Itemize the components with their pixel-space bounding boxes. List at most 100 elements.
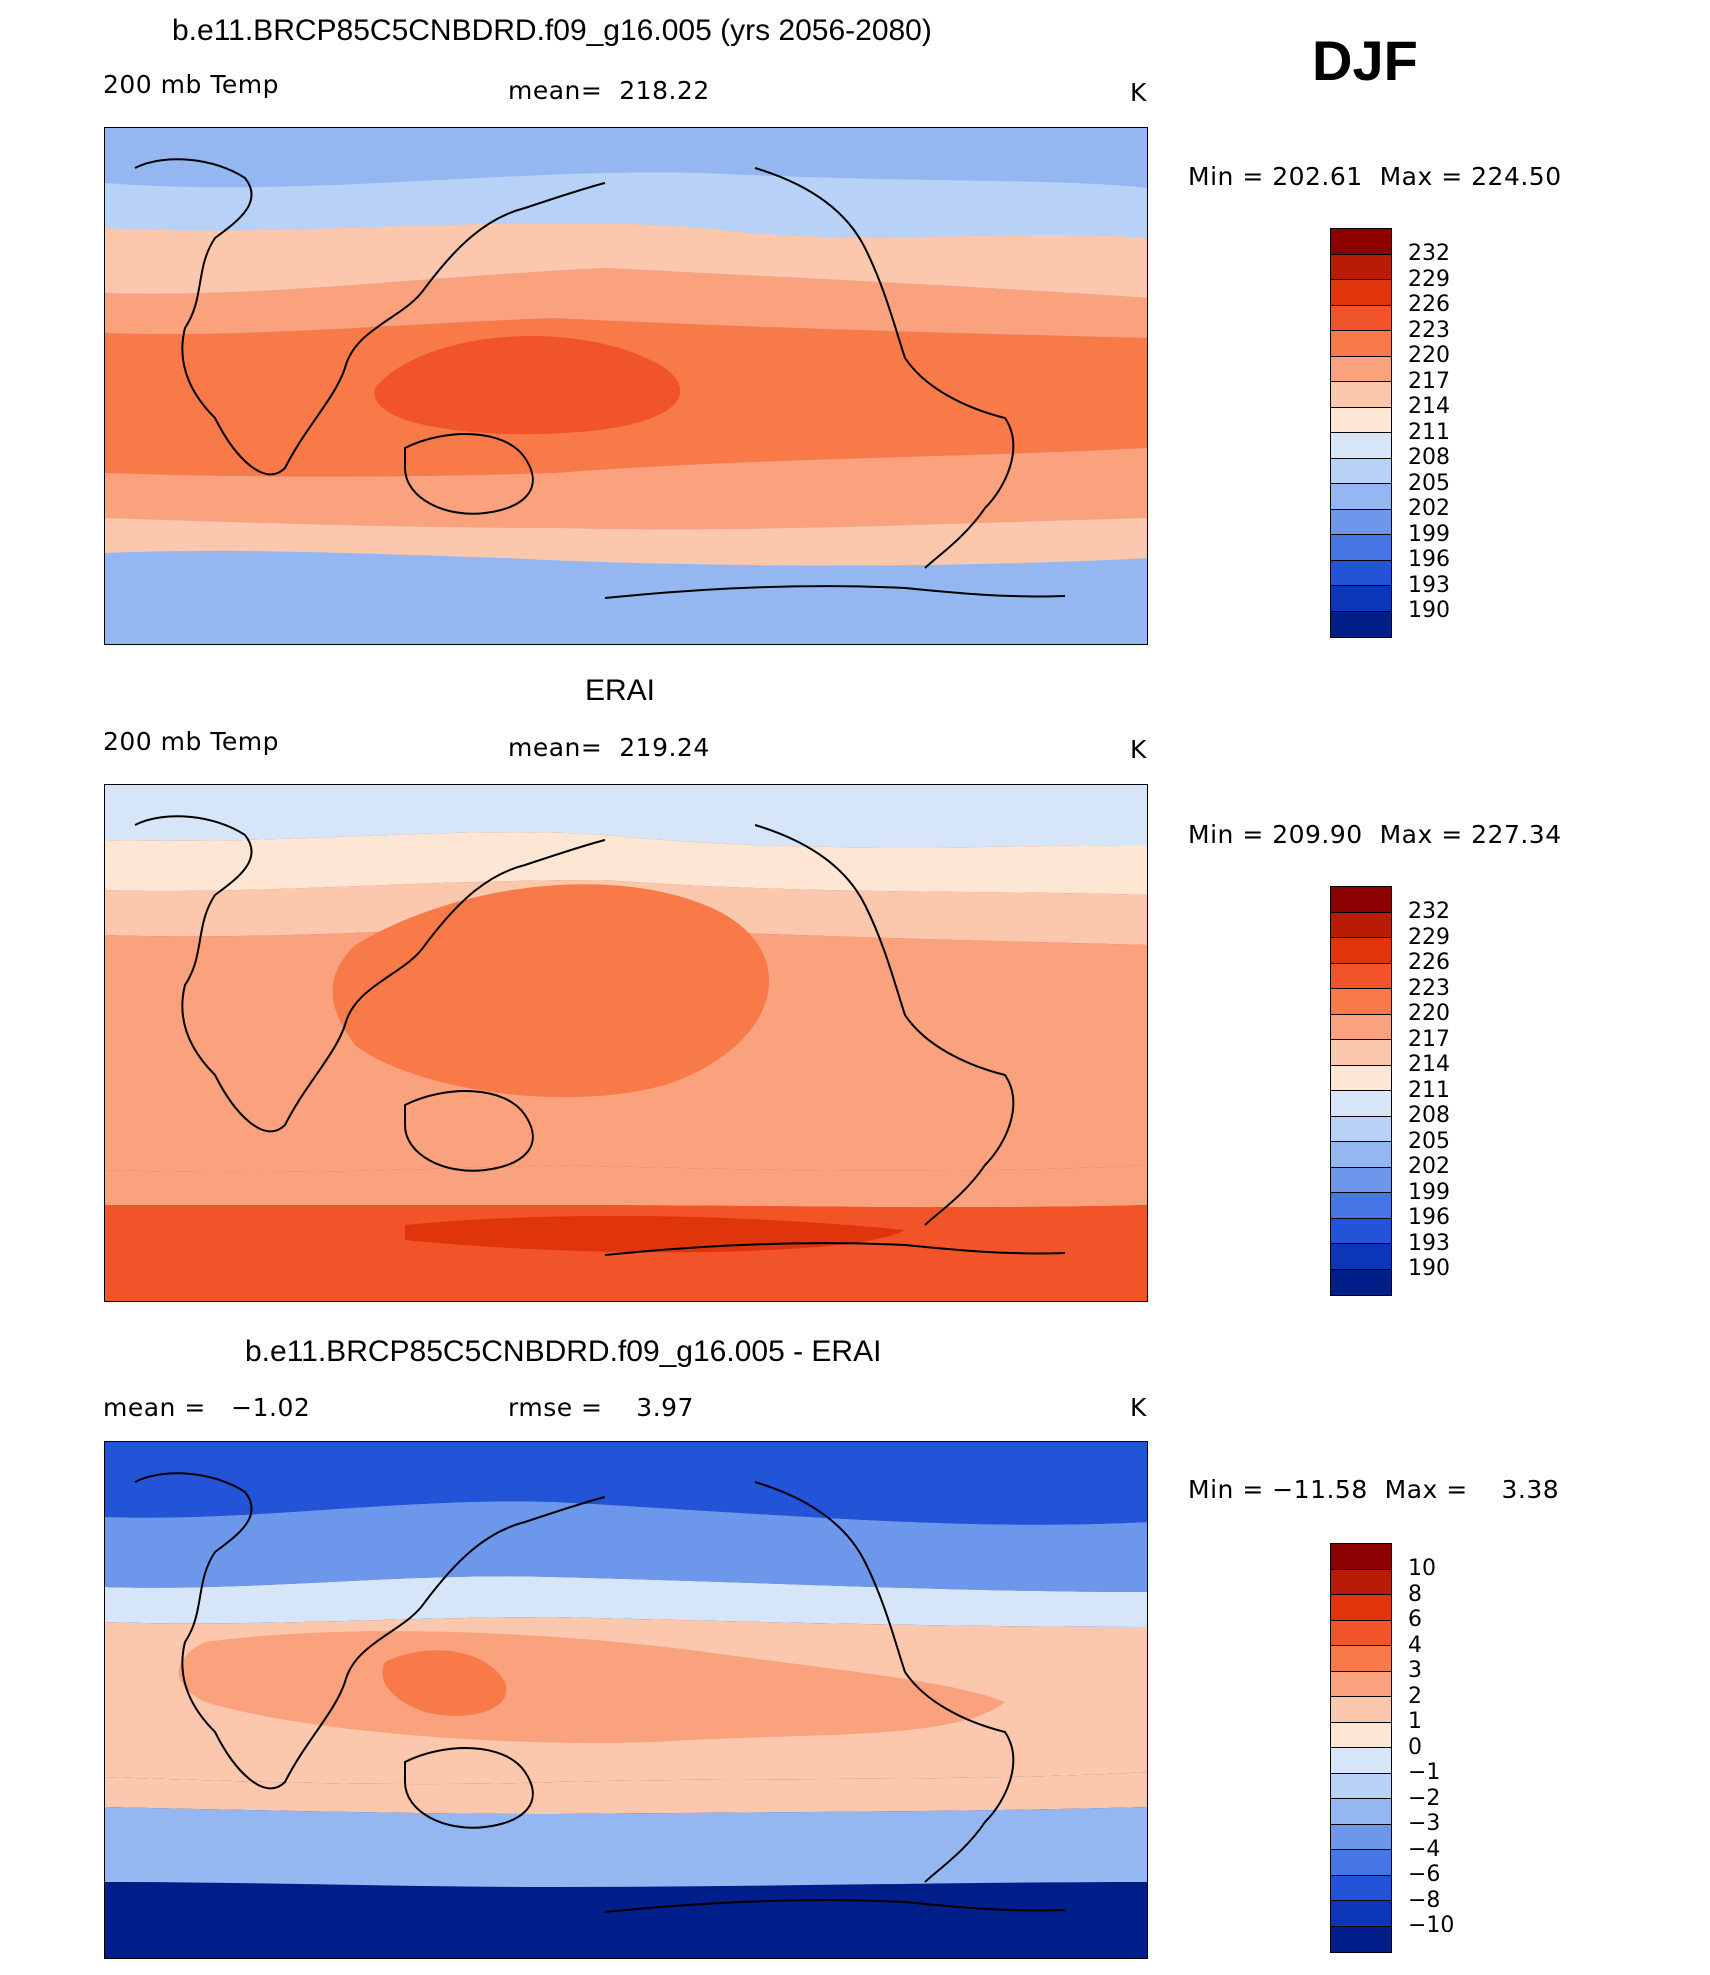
colorbar-swatch — [1331, 280, 1391, 306]
colorbar-level-label: 223 — [1408, 317, 1450, 343]
colorbar-level-label: 208 — [1408, 1103, 1450, 1128]
blob-warm-pool — [374, 335, 681, 435]
panel-model-min-value: 202.61 — [1272, 162, 1363, 191]
colorbar-level-label: 214 — [1408, 1052, 1450, 1077]
panel-model-mean-label: mean= 218.22 — [508, 76, 710, 105]
colorbar-level-label: −6 — [1408, 1862, 1441, 1887]
colorbar-swatch — [1331, 433, 1391, 459]
colorbar-level-label: −10 — [1408, 1913, 1455, 1938]
colorbar-level-label: 214 — [1408, 394, 1450, 419]
colorbar-level-label: 220 — [1408, 1001, 1450, 1026]
band-subpolar-n — [105, 172, 1147, 238]
colorbar-level-label: 223 — [1408, 975, 1450, 1001]
panel-diff-colorbar — [1330, 1543, 1392, 1953]
colorbar-swatch — [1331, 509, 1391, 535]
band-subpolar-n — [105, 1501, 1147, 1592]
colorbar-swatch — [1331, 1218, 1391, 1244]
colorbar-level-label: −8 — [1408, 1887, 1441, 1913]
colorbar-swatch — [1331, 407, 1391, 433]
colorbar-swatch — [1331, 560, 1391, 586]
coastlines — [134, 815, 1066, 1256]
blob-warm-pool — [382, 1650, 507, 1716]
colorbar-level-label: 196 — [1408, 1205, 1450, 1230]
colorbar-level-label: 232 — [1408, 899, 1450, 924]
colorbar-swatch — [1331, 1799, 1391, 1825]
band-subtrop-n — [105, 268, 1147, 338]
colorbar-level-label: 232 — [1408, 241, 1450, 266]
panel-diff-field — [105, 1442, 1147, 1958]
panel-obs-minmax: Min = 209.90 Max = 227.34 — [1188, 820, 1562, 849]
panel-model-map — [104, 127, 1148, 645]
coastlines — [134, 1472, 1066, 1913]
colorbar-swatch — [1331, 586, 1391, 612]
colorbar-swatch — [1331, 1850, 1391, 1876]
colorbar-level-label: −4 — [1408, 1836, 1441, 1862]
colorbar-level-label: −2 — [1408, 1785, 1441, 1811]
panel-model-max-value: 224.50 — [1471, 162, 1562, 191]
colorbar-level-label: 10 — [1408, 1556, 1436, 1581]
colorbar-swatch — [1331, 1646, 1391, 1672]
colorbar-level-label: 205 — [1408, 1128, 1450, 1154]
panel-diff-min-value: −11.58 — [1272, 1475, 1368, 1504]
panel-obs-mean-value: 219.24 — [619, 733, 710, 762]
colorbar-level-label: 2 — [1408, 1683, 1422, 1709]
panel-diff-units: K — [1130, 1393, 1147, 1422]
band-tropics — [332, 884, 770, 1098]
colorbar-level-label: 193 — [1408, 572, 1450, 598]
colorbar-swatch — [1331, 1014, 1391, 1040]
colorbar-level-label: 196 — [1408, 547, 1450, 572]
colorbar-level-label: 229 — [1408, 266, 1450, 292]
panel-diff-mean-label: mean = −1.02 — [103, 1393, 311, 1422]
panel-model-field — [105, 128, 1147, 644]
colorbar-swatch — [1331, 1595, 1391, 1621]
colorbar-swatch — [1331, 1193, 1391, 1219]
panel-diff-map — [104, 1441, 1148, 1959]
colorbar-swatch — [1331, 1116, 1391, 1142]
panel-model-colorbar — [1330, 228, 1392, 638]
colorbar-swatch — [1331, 1244, 1391, 1270]
panel-diff-max-value: 3.38 — [1501, 1475, 1560, 1504]
colorbar-level-label: 1 — [1408, 1709, 1422, 1734]
panel-obs-units: K — [1130, 735, 1147, 764]
colorbar-level-label: 226 — [1408, 950, 1450, 975]
colorbar-level-label: 211 — [1408, 1077, 1450, 1103]
colorbar-swatch — [1331, 887, 1391, 913]
colorbar-level-label: 199 — [1408, 1179, 1450, 1205]
colorbar-level-label: 3 — [1408, 1658, 1422, 1683]
panel-obs-mean-label: mean= 219.24 — [508, 733, 710, 762]
band-midlat-s — [105, 518, 1147, 566]
coastlines — [134, 158, 1066, 599]
colorbar-swatch — [1331, 611, 1391, 637]
colorbar-level-label: 199 — [1408, 521, 1450, 547]
colorbar-level-label: 217 — [1408, 368, 1450, 394]
panel-model-minmax: Min = 202.61 Max = 224.50 — [1188, 162, 1562, 191]
panel-model-title: b.e11.BRCP85C5CNBDRD.f09_g16.005 (yrs 20… — [172, 14, 932, 47]
colorbar-swatch — [1331, 1269, 1391, 1295]
band-subtrop-s — [105, 1772, 1147, 1814]
colorbar-level-label: 229 — [1408, 924, 1450, 950]
band-subtrop-s — [105, 448, 1147, 530]
panel-diff-title: b.e11.BRCP85C5CNBDRD.f09_g16.005 - ERAI — [245, 1335, 882, 1368]
colorbar-swatch — [1331, 1040, 1391, 1066]
panel-diff-rmse-value: 3.97 — [636, 1393, 694, 1422]
colorbar-level-label: 208 — [1408, 445, 1450, 470]
colorbar-level-label: 220 — [1408, 343, 1450, 368]
colorbar-level-label: 202 — [1408, 1154, 1450, 1179]
colorbar-swatch — [1331, 1773, 1391, 1799]
colorbar-level-label: 190 — [1408, 598, 1450, 623]
panel-model-variable-label: 200 mb Temp — [103, 70, 279, 99]
colorbar-swatch — [1331, 382, 1391, 408]
colorbar-swatch — [1331, 1901, 1391, 1927]
colorbar-swatch — [1331, 912, 1391, 938]
colorbar-level-label: 193 — [1408, 1230, 1450, 1256]
colorbar-swatch — [1331, 1142, 1391, 1168]
colorbar-swatch — [1331, 1722, 1391, 1748]
colorbar-swatch — [1331, 254, 1391, 280]
colorbar-swatch — [1331, 1620, 1391, 1646]
colorbar-level-label: −1 — [1408, 1760, 1441, 1785]
colorbar-swatch — [1331, 535, 1391, 561]
colorbar-level-label: 190 — [1408, 1256, 1450, 1281]
band-midlat-s — [105, 1807, 1147, 1887]
panel-obs-colorbar — [1330, 886, 1392, 1296]
band-polar-n — [105, 785, 1147, 848]
